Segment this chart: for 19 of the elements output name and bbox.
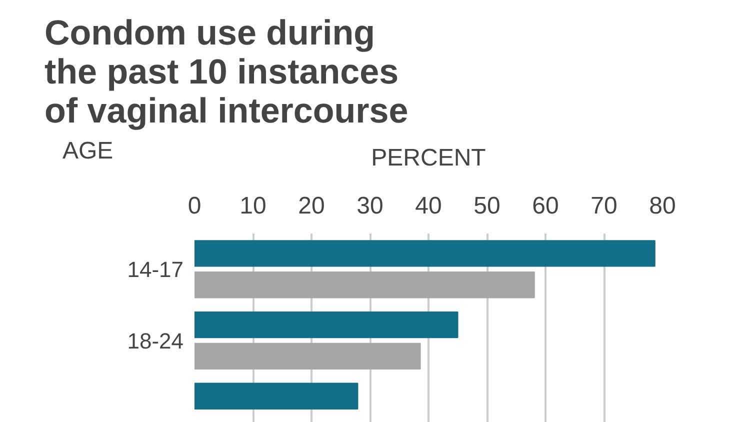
x-tick-label: 20 <box>298 192 325 220</box>
x-tick-label: 30 <box>356 192 384 220</box>
x-axis-title: PERCENT <box>371 144 486 172</box>
chart-title: Condom use during the past 10 instances of vaginal intercourse <box>44 14 408 130</box>
x-tick-label: 60 <box>532 192 559 220</box>
x-tick-label: 0 <box>188 192 202 220</box>
bar <box>194 311 458 338</box>
x-tick-label: 10 <box>240 192 266 220</box>
bar <box>194 342 421 370</box>
x-tick-label: 70 <box>590 192 618 220</box>
x-tick-label: 80 <box>649 192 676 220</box>
bar <box>194 382 358 410</box>
x-tick-label: 40 <box>415 192 442 220</box>
y-tick-label: 18-24 <box>127 328 184 354</box>
bar <box>194 240 656 267</box>
y-axis-title: AGE <box>62 138 114 164</box>
x-tick-label: 50 <box>474 192 500 220</box>
y-tick-label: 14-17 <box>127 257 184 282</box>
bar <box>194 272 535 298</box>
